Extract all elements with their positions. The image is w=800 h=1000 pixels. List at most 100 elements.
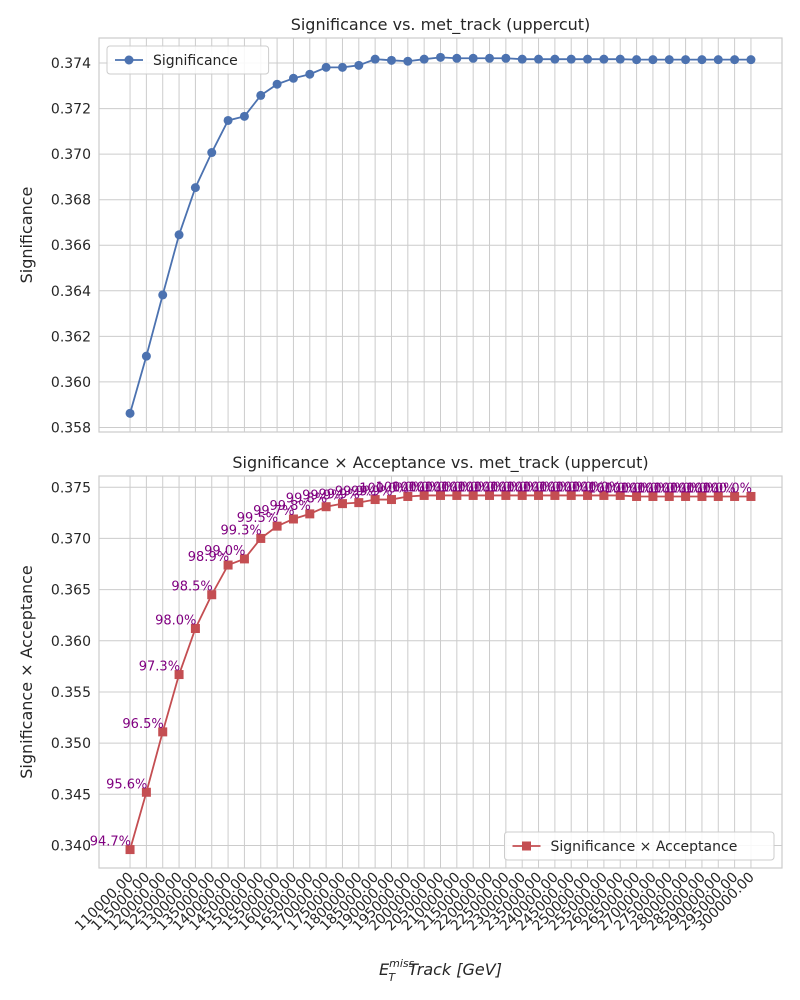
marker	[158, 290, 168, 300]
y-tick-label: 0.345	[51, 787, 91, 803]
marker	[288, 73, 298, 83]
marker	[239, 111, 249, 121]
marker	[272, 79, 282, 89]
y-tick-label: 0.370	[51, 531, 91, 547]
marker	[419, 54, 429, 64]
marker	[534, 54, 544, 64]
data-annotation: 100.0%	[425, 480, 475, 495]
data-annotation: 99.8%	[269, 499, 310, 514]
marker	[321, 502, 331, 512]
marker	[174, 670, 184, 680]
marker	[239, 554, 249, 564]
y-tick-label: 0.365	[51, 583, 91, 599]
y-tick-label: 0.360	[51, 634, 91, 650]
x-axis-label-rest: Track [GeV]	[403, 960, 502, 979]
marker	[436, 52, 445, 62]
marker	[566, 54, 576, 64]
data-annotation: 98.5%	[171, 580, 212, 595]
marker	[681, 55, 691, 65]
marker	[452, 53, 462, 63]
data-annotation: 100.0%	[506, 480, 556, 495]
marker	[632, 55, 642, 65]
marker	[468, 53, 478, 63]
marker	[403, 491, 413, 501]
y-tick-label: 0.364	[51, 284, 91, 300]
y-tick-label: 0.372	[51, 102, 91, 118]
marker	[419, 490, 429, 500]
marker	[501, 53, 511, 63]
marker	[517, 490, 527, 500]
marker	[305, 69, 315, 79]
marker	[664, 55, 674, 65]
data-annotation: 95.6%	[106, 777, 147, 792]
data-annotation: 100.0%	[702, 481, 752, 496]
data-annotation: 100.0%	[474, 480, 524, 495]
marker	[468, 490, 478, 500]
marker	[648, 491, 658, 501]
x-axis-label-sup: miss	[389, 957, 415, 970]
y-tick-label: 0.368	[51, 193, 91, 209]
data-annotation: 100.0%	[441, 480, 491, 495]
marker	[664, 491, 674, 501]
axes-frame	[98, 475, 783, 869]
marker	[599, 54, 609, 64]
marker	[550, 54, 560, 64]
marker	[190, 183, 200, 193]
data-annotation: 99.5%	[237, 511, 278, 526]
legend-marker	[522, 841, 531, 851]
data-annotation: 100.0%	[539, 480, 589, 495]
data-annotation: 100.0%	[359, 481, 409, 496]
x-axis-label-sub: T	[388, 971, 396, 984]
data-annotation: 99.9%	[351, 485, 392, 500]
y-tick-label: 0.370	[51, 147, 91, 163]
y-tick-label: 0.362	[51, 329, 91, 345]
data-annotation: 100.0%	[653, 481, 703, 496]
marker	[305, 509, 315, 519]
marker	[632, 491, 642, 501]
marker	[746, 491, 756, 501]
marker	[713, 55, 723, 65]
y-tick-label: 0.375	[51, 480, 91, 496]
data-annotation: 94.7%	[90, 835, 131, 850]
chart-title: Significance × Acceptance vs. met_track …	[232, 453, 648, 473]
data-annotation: 99.0%	[204, 544, 245, 559]
marker	[141, 787, 151, 797]
data-annotation: 99.8%	[286, 492, 327, 507]
marker	[386, 495, 396, 505]
marker	[599, 490, 609, 500]
marker	[550, 490, 560, 500]
marker	[648, 55, 658, 65]
marker	[517, 54, 527, 64]
marker	[256, 533, 266, 543]
legend-box	[504, 831, 775, 861]
data-annotation: 96.5%	[122, 717, 163, 732]
data-annotation: 100.0%	[555, 480, 605, 495]
marker	[223, 560, 233, 570]
y-axis-label: Significance	[17, 187, 36, 284]
data-annotation: 100.0%	[392, 480, 442, 495]
marker	[190, 624, 200, 634]
data-annotation: 99.9%	[335, 485, 376, 500]
marker	[337, 499, 347, 509]
data-annotation: 99.9%	[318, 488, 359, 503]
marker	[681, 491, 691, 501]
data-annotation: 99.3%	[220, 523, 261, 538]
data-annotation: 100.0%	[604, 481, 654, 496]
marker	[697, 491, 707, 501]
data-annotation: 97.3%	[139, 660, 180, 675]
marker	[697, 55, 707, 65]
marker	[370, 495, 380, 505]
legend-marker	[124, 55, 134, 65]
legend-label: Significance	[153, 53, 238, 69]
marker	[272, 521, 282, 531]
marker	[403, 56, 413, 66]
x-axis-label-base: E	[379, 960, 390, 979]
marker	[615, 54, 625, 64]
legend-box	[106, 45, 270, 75]
marker	[354, 60, 364, 70]
x-axis-label: Emiss T Track [GeV]	[379, 957, 502, 984]
marker	[566, 490, 576, 500]
marker	[370, 54, 380, 64]
data-annotation: 100.0%	[637, 481, 687, 496]
